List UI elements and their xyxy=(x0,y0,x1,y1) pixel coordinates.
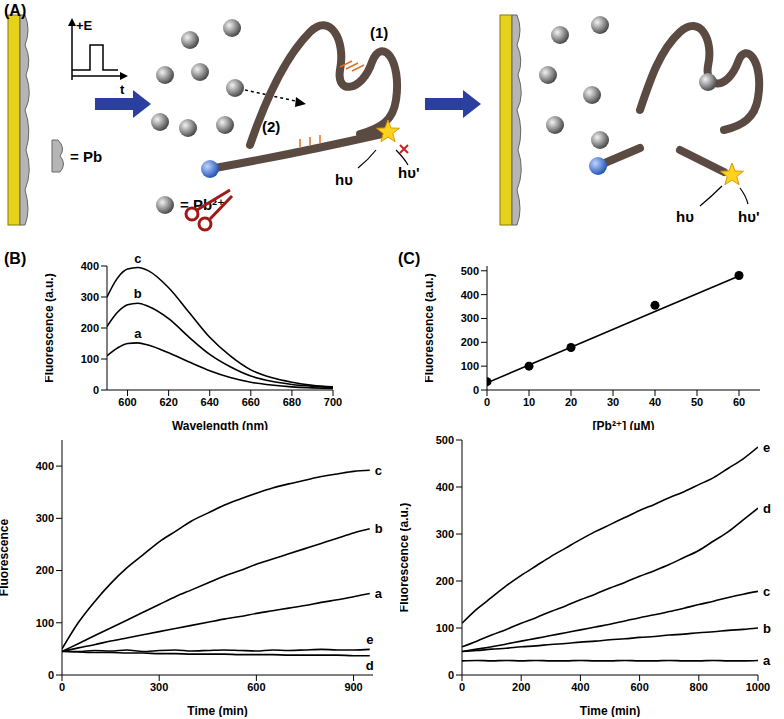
svg-text:400: 400 xyxy=(81,260,99,272)
svg-text:Wavelength (nm): Wavelength (nm) xyxy=(172,419,268,430)
svg-text:200: 200 xyxy=(36,564,54,576)
svg-text:(2): (2) xyxy=(262,118,280,135)
svg-text:660: 660 xyxy=(242,396,260,408)
svg-text:300: 300 xyxy=(150,681,168,693)
svg-text:t: t xyxy=(120,82,125,97)
html-text:(C): (C) xyxy=(398,250,421,267)
svg-text:200: 200 xyxy=(461,336,479,348)
html-text:(B): (B) xyxy=(4,250,27,267)
svg-text:0: 0 xyxy=(473,384,479,396)
svg-text:50: 50 xyxy=(691,396,703,408)
svg-text:400: 400 xyxy=(36,460,54,472)
svg-text:0: 0 xyxy=(93,384,99,396)
svg-text:100: 100 xyxy=(436,622,454,634)
svg-text:hυ': hυ' xyxy=(398,164,419,181)
svg-text:500: 500 xyxy=(436,434,454,446)
svg-text:c: c xyxy=(134,252,141,266)
svg-text:0: 0 xyxy=(484,396,490,408)
svg-text:640: 640 xyxy=(201,396,219,408)
svg-text:700: 700 xyxy=(324,396,342,408)
svg-text:400: 400 xyxy=(436,481,454,493)
svg-text:600: 600 xyxy=(247,681,265,693)
svg-text:c: c xyxy=(763,584,770,599)
svg-text:hυ: hυ xyxy=(676,208,694,225)
svg-text:0: 0 xyxy=(48,669,54,681)
svg-text:(1): (1) xyxy=(370,24,388,41)
svg-text:0: 0 xyxy=(59,681,65,693)
svg-text:hυ: hυ xyxy=(335,171,353,188)
html-text:(A): (A) xyxy=(4,2,27,19)
svg-text:Fluorescence (a.u.): Fluorescence (a.u.) xyxy=(45,273,56,382)
svg-text:500: 500 xyxy=(461,265,479,277)
svg-text:300: 300 xyxy=(436,528,454,540)
svg-text:620: 620 xyxy=(159,396,177,408)
svg-text:[Pb²⁺] (µM): [Pb²⁺] (µM) xyxy=(593,419,655,430)
svg-text:40: 40 xyxy=(649,396,661,408)
svg-text:100: 100 xyxy=(81,353,99,365)
svg-text:200: 200 xyxy=(512,681,530,693)
svg-text:0: 0 xyxy=(448,669,454,681)
svg-text:d: d xyxy=(366,658,374,673)
svg-text:900: 900 xyxy=(344,681,362,693)
svg-text:e: e xyxy=(366,632,373,647)
svg-text:200: 200 xyxy=(81,322,99,334)
svg-text:Fluorescence: Fluorescence xyxy=(8,518,11,596)
svg-text:300: 300 xyxy=(81,291,99,303)
svg-text:680: 680 xyxy=(283,396,301,408)
svg-text:Time (min): Time (min) xyxy=(580,704,640,717)
svg-text:20: 20 xyxy=(565,396,577,408)
svg-text:c: c xyxy=(375,463,382,478)
svg-text:100: 100 xyxy=(36,617,54,629)
svg-text:400: 400 xyxy=(461,289,479,301)
svg-text:Time (min): Time (min) xyxy=(187,704,247,717)
svg-text:0: 0 xyxy=(459,681,465,693)
svg-text:100: 100 xyxy=(461,360,479,372)
svg-text:a: a xyxy=(375,586,383,601)
svg-text:a: a xyxy=(763,653,771,668)
svg-text:hυ': hυ' xyxy=(738,208,759,225)
svg-text:Fluorescence (a.u.): Fluorescence (a.u.) xyxy=(425,273,436,382)
svg-text:30: 30 xyxy=(607,396,619,408)
svg-text:d: d xyxy=(763,501,771,516)
svg-text:= Pb²⁺: = Pb²⁺ xyxy=(180,196,225,213)
svg-text:800: 800 xyxy=(690,681,708,693)
svg-text:300: 300 xyxy=(461,312,479,324)
svg-text:200: 200 xyxy=(436,575,454,587)
svg-text:300: 300 xyxy=(36,512,54,524)
svg-text:600: 600 xyxy=(118,396,136,408)
svg-text:e: e xyxy=(763,440,770,455)
svg-text:600: 600 xyxy=(630,681,648,693)
svg-text:b: b xyxy=(375,521,383,536)
svg-text:60: 60 xyxy=(733,396,745,408)
svg-text:b: b xyxy=(134,286,142,301)
svg-text:b: b xyxy=(763,621,771,636)
svg-text:Fluorescence (a.u.): Fluorescence (a.u.) xyxy=(400,503,411,612)
svg-text:10: 10 xyxy=(523,396,535,408)
svg-text:a: a xyxy=(134,326,142,341)
svg-text:400: 400 xyxy=(571,681,589,693)
svg-text:+E: +E xyxy=(76,18,93,33)
svg-text:= Pb: = Pb xyxy=(70,148,102,165)
svg-text:1000: 1000 xyxy=(746,681,770,693)
